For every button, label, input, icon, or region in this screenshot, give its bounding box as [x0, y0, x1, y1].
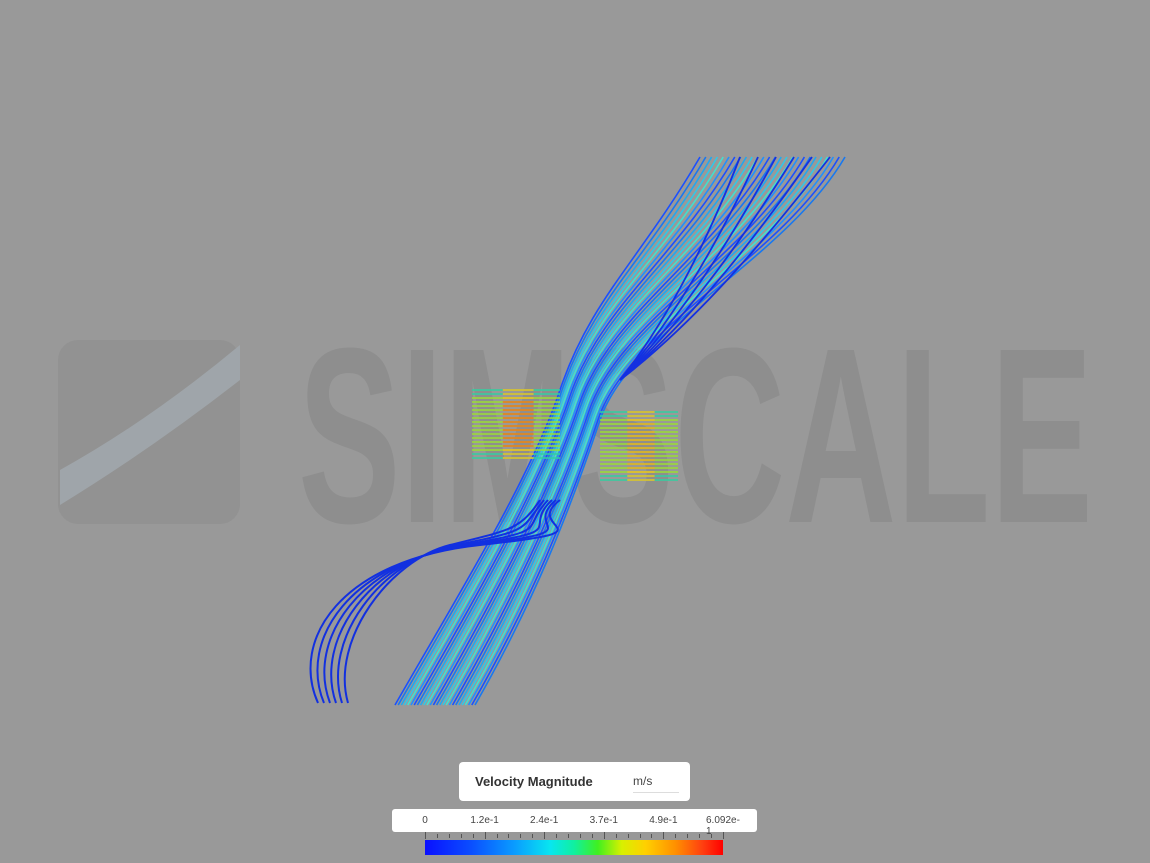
streamline [419, 156, 748, 706]
legend-minor-tick [663, 834, 665, 838]
streamline [619, 156, 831, 381]
streamlines [309, 156, 846, 706]
streamline [464, 156, 829, 706]
streamline [403, 156, 719, 706]
legend-title: Velocity Magnitude [475, 774, 593, 789]
legend-minor-tick [520, 834, 522, 838]
legend-title-box: Velocity Magnitude m/s [459, 762, 690, 801]
legend-minor-tick [508, 834, 510, 838]
legend-unit[interactable]: m/s [633, 774, 679, 793]
legend-tick-mark [723, 832, 724, 839]
legend-minor-tick [699, 834, 701, 838]
streamline [343, 499, 541, 704]
legend-minor-tick [532, 834, 534, 838]
legend-minor-tick [603, 834, 605, 838]
legend-minor-tick [627, 834, 629, 838]
legend-tick-label: 6.092e-1 [706, 815, 740, 837]
streamline [397, 156, 707, 706]
streamline [619, 156, 759, 381]
streamline [448, 156, 800, 706]
legend-minor-tick [556, 834, 558, 838]
streamline [416, 156, 742, 706]
streamline [461, 156, 823, 706]
legend-minor-tick [460, 834, 462, 838]
streamline [400, 156, 713, 706]
streamline [619, 156, 795, 381]
streamline [426, 156, 759, 706]
legend-minor-tick [579, 834, 581, 838]
streamline [619, 156, 777, 381]
streamline [423, 156, 753, 706]
legend-minor-tick [568, 834, 570, 838]
streamline [407, 156, 724, 706]
legend-minor-tick [496, 834, 498, 838]
legend-tick-label: 3.7e-1 [589, 815, 618, 826]
legend-scale: 0 1.2e-1 2.4e-1 3.7e-1 4.9e-1 6.092e-1 [392, 809, 757, 837]
legend-minor-tick [651, 834, 653, 838]
watermark-text: SIMSCALE [298, 296, 1093, 575]
legend-tick-label: 0 [422, 815, 428, 826]
legend-minor-tick [639, 834, 641, 838]
watermark-logo [58, 340, 240, 524]
legend-minor-tick [436, 834, 438, 838]
streamline [458, 156, 817, 706]
legend-minor-tick [687, 834, 689, 838]
legend-minor-tick [425, 834, 426, 838]
legend-minor-tick [711, 834, 713, 838]
color-bar [425, 840, 723, 855]
legend-minor-tick [591, 834, 593, 838]
legend-minor-tick [472, 834, 474, 838]
streamline [445, 156, 794, 706]
streamline [413, 156, 736, 706]
streamline [619, 156, 741, 381]
legend-tick-label: 1.2e-1 [470, 815, 499, 826]
streamline [435, 156, 777, 706]
streamline [455, 156, 811, 706]
streamline [442, 156, 788, 706]
legend-minor-tick [615, 834, 617, 838]
streamline [337, 499, 545, 704]
streamline [471, 156, 840, 706]
streamline [410, 156, 730, 706]
streamline [429, 156, 765, 706]
legend-tick-label: 2.4e-1 [530, 815, 559, 826]
streamline [451, 156, 806, 706]
streamline [619, 156, 813, 381]
legend-minor-tick [484, 834, 486, 838]
legend-tick-label: 4.9e-1 [649, 815, 678, 826]
legend-minor-tick [448, 834, 450, 838]
legend-minor-tick [675, 834, 677, 838]
logo-stripe [60, 345, 240, 505]
legend-minor-tick [544, 834, 546, 838]
